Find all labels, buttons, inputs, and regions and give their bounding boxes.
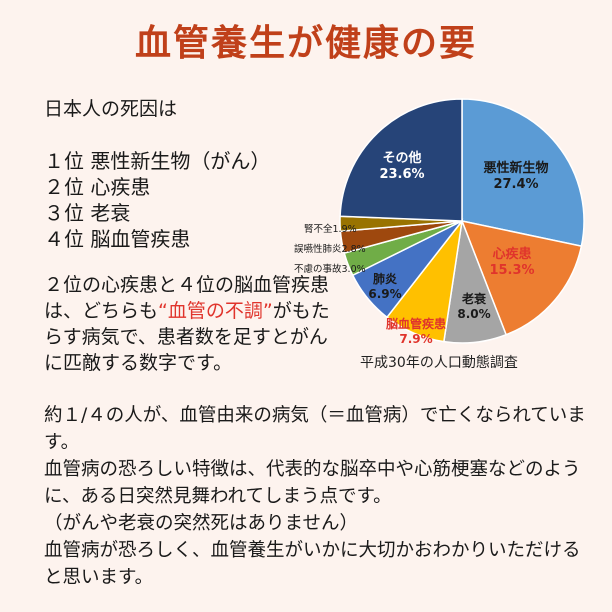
rank-item: ３位 老衰	[44, 201, 131, 225]
intro-text: 日本人の死因は	[44, 98, 178, 120]
pie-slice	[460, 219, 583, 336]
body-text: 約１/４の人が、血管由来の病気（＝血管病）で亡くなられています。 血管病の恐ろし…	[44, 402, 592, 591]
rank-list: １位 悪性新生物（がん） ２位 心疾患 ３位 老衰 ４位 脳血管疾患	[44, 148, 270, 252]
slice-value-label: 8.0%	[457, 307, 490, 321]
explanation-paragraph: ２位の心疾患と４位の脳血管疾患は、どちらも“血管の不調”がもたらす病気で、患者数…	[44, 272, 344, 376]
body-line: 血管病の恐ろしい特徴は、代表的な脳卒中や心筋梗塞などのように、ある日突然見舞われ…	[44, 459, 581, 507]
pie-slice	[461, 98, 585, 248]
rank-item: ４位 脳血管疾患	[44, 227, 191, 251]
slice-value-label: 7.9%	[399, 332, 432, 346]
highlight-text: “血管の不調”	[158, 300, 273, 322]
paragraph-text: ２位の心疾患と４位の脳血管疾患は、どちらも	[44, 274, 330, 322]
body-line: 血管病が恐ろしく、血管養生がいかに大切かおわかりいただけると思います。	[44, 540, 581, 588]
slice-label: 腎不全1.9%	[304, 223, 357, 235]
chart-caption: 平成30年の人口動態調査	[360, 355, 518, 371]
slice-label: 心疾患	[492, 246, 531, 262]
body-line: （がんや老衰の突然死はありません）	[44, 513, 358, 534]
paragraph-text: がもたらす病気で、患者数を足すとがんに匹敵する数字です。	[44, 300, 330, 374]
slice-label: 不慮の事故3.0%	[294, 263, 366, 275]
slice-label: 老衰	[462, 291, 487, 306]
rank-item: １位 悪性新生物（がん）	[44, 149, 271, 173]
slice-value-label: 27.4%	[493, 177, 538, 192]
page-title: 血管養生が健康の要	[134, 23, 477, 64]
slice-label: 脳血管疾患	[386, 316, 446, 331]
slice-value-label: 6.9%	[368, 287, 401, 301]
slice-label: 肺炎	[373, 271, 397, 286]
slice-value-label: 23.6%	[379, 167, 424, 182]
rank-item: ２位 心疾患	[44, 175, 151, 199]
slice-label: 誤嚥性肺炎2.8%	[294, 243, 366, 255]
slice-label: 悪性新生物	[483, 160, 548, 176]
body-line: 約１/４の人が、血管由来の病気（＝血管病）で亡くなられています。	[44, 405, 586, 453]
slice-label: その他	[382, 150, 421, 166]
slice-value-label: 15.3%	[489, 263, 534, 278]
pie-slice	[339, 98, 463, 222]
